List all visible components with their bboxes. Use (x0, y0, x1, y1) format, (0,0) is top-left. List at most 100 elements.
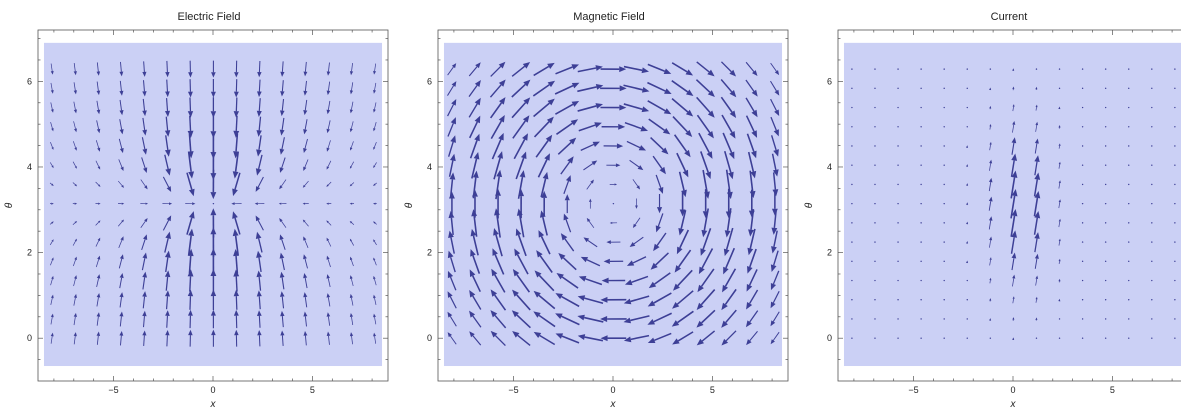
arrow-shaft (50, 122, 53, 129)
vector-arrow (586, 217, 595, 229)
vector-arrow (1128, 279, 1130, 282)
arrow-head (119, 292, 124, 298)
arrow-shaft (142, 277, 146, 290)
arrow-shaft (654, 332, 672, 342)
arrow-shaft (162, 219, 170, 231)
vector-arrow (326, 312, 331, 326)
arrow-shaft (494, 294, 507, 311)
vector-arrow (874, 318, 876, 320)
arrow-shaft (630, 315, 650, 322)
arrow-shaft (1035, 106, 1037, 111)
arrow-head (280, 310, 285, 317)
vector-arrow (326, 120, 331, 134)
arrow-shaft (73, 62, 76, 72)
vector-arrow (73, 332, 77, 345)
vector-arrow (897, 145, 899, 147)
vector-arrow (648, 272, 671, 289)
arrow-shaft (723, 150, 732, 173)
arrow-head (469, 269, 476, 278)
arrow-head (96, 71, 101, 76)
arrow-head (748, 210, 755, 218)
arrow-head (165, 330, 170, 336)
arrow-shaft (96, 120, 99, 130)
vector-arrow (95, 181, 101, 187)
arrow-shaft (1058, 202, 1061, 209)
arrow-head (279, 218, 283, 223)
vector-arrow (700, 228, 712, 256)
vector-arrow (187, 309, 193, 329)
vector-arrow (653, 232, 667, 252)
arrow-head (73, 109, 77, 114)
vector-arrow (72, 161, 77, 169)
vector-arrow (1151, 164, 1153, 166)
vector-arrow (279, 117, 285, 136)
arrow-head (256, 130, 262, 137)
arrow-head (490, 310, 498, 318)
vector-arrow (1174, 299, 1176, 301)
vector-arrow (187, 228, 195, 256)
arrow-shaft (749, 330, 758, 342)
arrow-head (279, 271, 285, 278)
vector-arrow (674, 249, 692, 273)
vector-arrow (609, 183, 618, 186)
arrow-shaft (1010, 215, 1016, 237)
vector-arrow (279, 137, 285, 155)
arrow-shaft (235, 296, 238, 310)
vector-arrow (512, 115, 530, 139)
vector-arrow (721, 330, 737, 346)
vector-arrow (897, 222, 899, 224)
arrow-shaft (538, 314, 556, 328)
arrow-shaft (745, 61, 755, 72)
vector-arrow (556, 273, 579, 289)
x-axis-label: x (1010, 399, 1017, 410)
vector-arrow (897, 241, 899, 243)
arrow-head (966, 164, 969, 167)
vector-arrow (349, 293, 354, 306)
arrow-head (474, 97, 481, 106)
arrow-head (233, 289, 240, 297)
vector-arrow (1104, 299, 1107, 301)
arrow-head (671, 320, 680, 327)
arrow-shaft (350, 240, 355, 246)
arrow-shaft (304, 296, 308, 308)
arrow-head (165, 91, 170, 98)
arrow-shaft (117, 221, 123, 227)
arrow-head (729, 110, 737, 118)
arrow-head (619, 85, 627, 92)
arrow-head (635, 205, 638, 209)
vector-arrow (1104, 337, 1107, 339)
arrow-head (701, 229, 708, 238)
vector-arrow (672, 116, 693, 137)
vector-arrow (96, 62, 101, 76)
arrow-head (326, 312, 331, 317)
arrow-shaft (258, 315, 261, 328)
vector-arrow (1104, 164, 1107, 166)
arrow-head (750, 170, 757, 179)
vector-arrow (187, 151, 195, 179)
arrow-head (74, 128, 77, 133)
arrow-shaft (72, 240, 76, 246)
arrow-head (469, 331, 475, 338)
arrow-shaft (720, 79, 733, 93)
arrow-head (578, 276, 587, 282)
arrow-shaft (304, 258, 308, 269)
arrow-shaft (140, 220, 146, 228)
vector-arrow (141, 234, 148, 251)
vector-arrow (678, 171, 687, 198)
arrow-head (697, 284, 704, 293)
arrow-head (751, 130, 758, 138)
vector-arrow (943, 87, 945, 90)
arrow-head (600, 296, 608, 303)
arrow-head (490, 289, 498, 297)
arrow-head (595, 65, 603, 71)
vector-arrow (1128, 106, 1130, 109)
arrow-head (96, 109, 101, 115)
vector-arrow (1174, 145, 1176, 147)
vector-arrow (490, 310, 507, 329)
y-tick-label: 6 (27, 76, 32, 86)
arrow-head (373, 128, 376, 132)
arrow-shaft (722, 132, 733, 153)
arrow-shaft (533, 102, 550, 118)
arrow-head (447, 270, 454, 279)
